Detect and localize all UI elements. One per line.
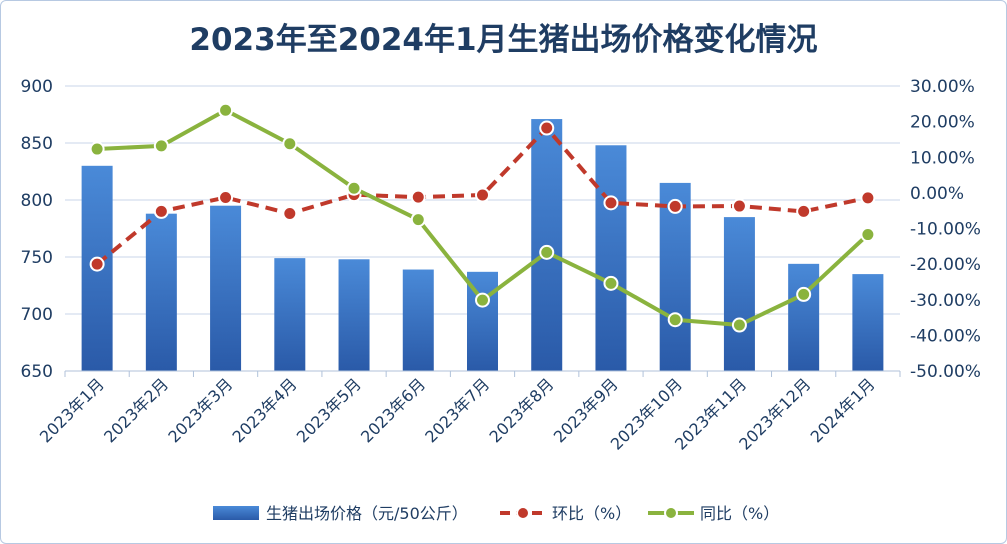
left-tick-label: 650 xyxy=(21,362,53,382)
bar-series xyxy=(81,119,884,371)
legend-bar-swatch xyxy=(213,506,259,520)
right-tick-label: 0.00% xyxy=(910,184,964,204)
mom-point xyxy=(667,198,683,214)
mom-point xyxy=(475,187,490,203)
left-tick-label: 850 xyxy=(21,134,53,154)
yoy-point xyxy=(89,141,105,157)
x-tick-label: 2023年4月 xyxy=(229,374,301,446)
mom-point xyxy=(282,206,298,222)
bar xyxy=(145,213,177,371)
x-tick-label: 2024年1月 xyxy=(807,374,879,446)
right-tick-label: -10.00% xyxy=(910,220,981,240)
bar xyxy=(338,259,370,371)
left-tick-label: 700 xyxy=(21,305,53,325)
x-tick-label: 2023年7月 xyxy=(421,374,493,446)
legend-mom-marker xyxy=(516,506,530,520)
legend: 生猪出场价格（元/50公斤） 环比（%） 同比（%） xyxy=(213,504,779,523)
left-tick-label: 900 xyxy=(21,77,53,97)
bar xyxy=(595,145,627,371)
line-series xyxy=(89,102,876,333)
legend-label-price: 生猪出场价格（元/50公斤） xyxy=(266,504,468,523)
yoy-point xyxy=(603,275,619,291)
mom-point xyxy=(410,189,426,205)
yoy-point xyxy=(282,136,298,152)
yoy-point xyxy=(539,244,555,260)
legend-yoy-marker xyxy=(664,506,678,520)
yoy-point xyxy=(475,292,490,308)
yoy-point xyxy=(731,317,747,333)
yoy-point xyxy=(346,180,362,196)
x-tick-label: 2023年6月 xyxy=(357,374,429,446)
mom-point xyxy=(860,190,876,206)
right-tick-label: -50.00% xyxy=(910,362,981,382)
bar xyxy=(852,274,884,371)
x-tick-label: 2023年2月 xyxy=(100,374,172,446)
legend-label-mom: 环比（%） xyxy=(552,504,631,523)
left-tick-label: 750 xyxy=(21,248,53,268)
x-tick-label: 2023年5月 xyxy=(293,374,365,446)
mom-point xyxy=(796,203,812,219)
right-tick-label: -30.00% xyxy=(910,291,981,311)
right-tick-label: 10.00% xyxy=(910,148,975,168)
yoy-point xyxy=(796,286,812,302)
legend-label-yoy: 同比（%） xyxy=(700,504,779,523)
left-tick-label: 800 xyxy=(21,191,53,211)
bar xyxy=(210,205,242,371)
right-tick-label: -20.00% xyxy=(910,255,981,275)
x-tick-label: 2023年3月 xyxy=(164,374,236,446)
x-tick-label: 2023年1月 xyxy=(36,374,108,446)
mom-point xyxy=(539,120,555,136)
bar xyxy=(274,258,306,371)
mom-point xyxy=(89,256,105,272)
bar xyxy=(723,217,755,371)
mom-point xyxy=(153,203,169,219)
x-tick-label: 2023年8月 xyxy=(486,374,558,446)
yoy-point xyxy=(410,212,426,228)
yoy-point xyxy=(667,312,683,328)
yoy-point xyxy=(153,138,169,154)
mom-point xyxy=(603,195,619,211)
yoy-point xyxy=(218,102,234,118)
chart-title: 2023年至2024年1月生猪出场价格变化情况 xyxy=(189,22,818,58)
bar xyxy=(402,269,434,371)
right-tick-label: 30.00% xyxy=(910,77,975,97)
bar xyxy=(659,182,691,371)
yoy-point xyxy=(860,227,876,243)
bar xyxy=(788,263,820,371)
mom-point xyxy=(731,198,747,214)
right-tick-label: -40.00% xyxy=(910,326,981,346)
mom-point xyxy=(218,190,234,206)
right-tick-label: 20.00% xyxy=(910,113,975,133)
